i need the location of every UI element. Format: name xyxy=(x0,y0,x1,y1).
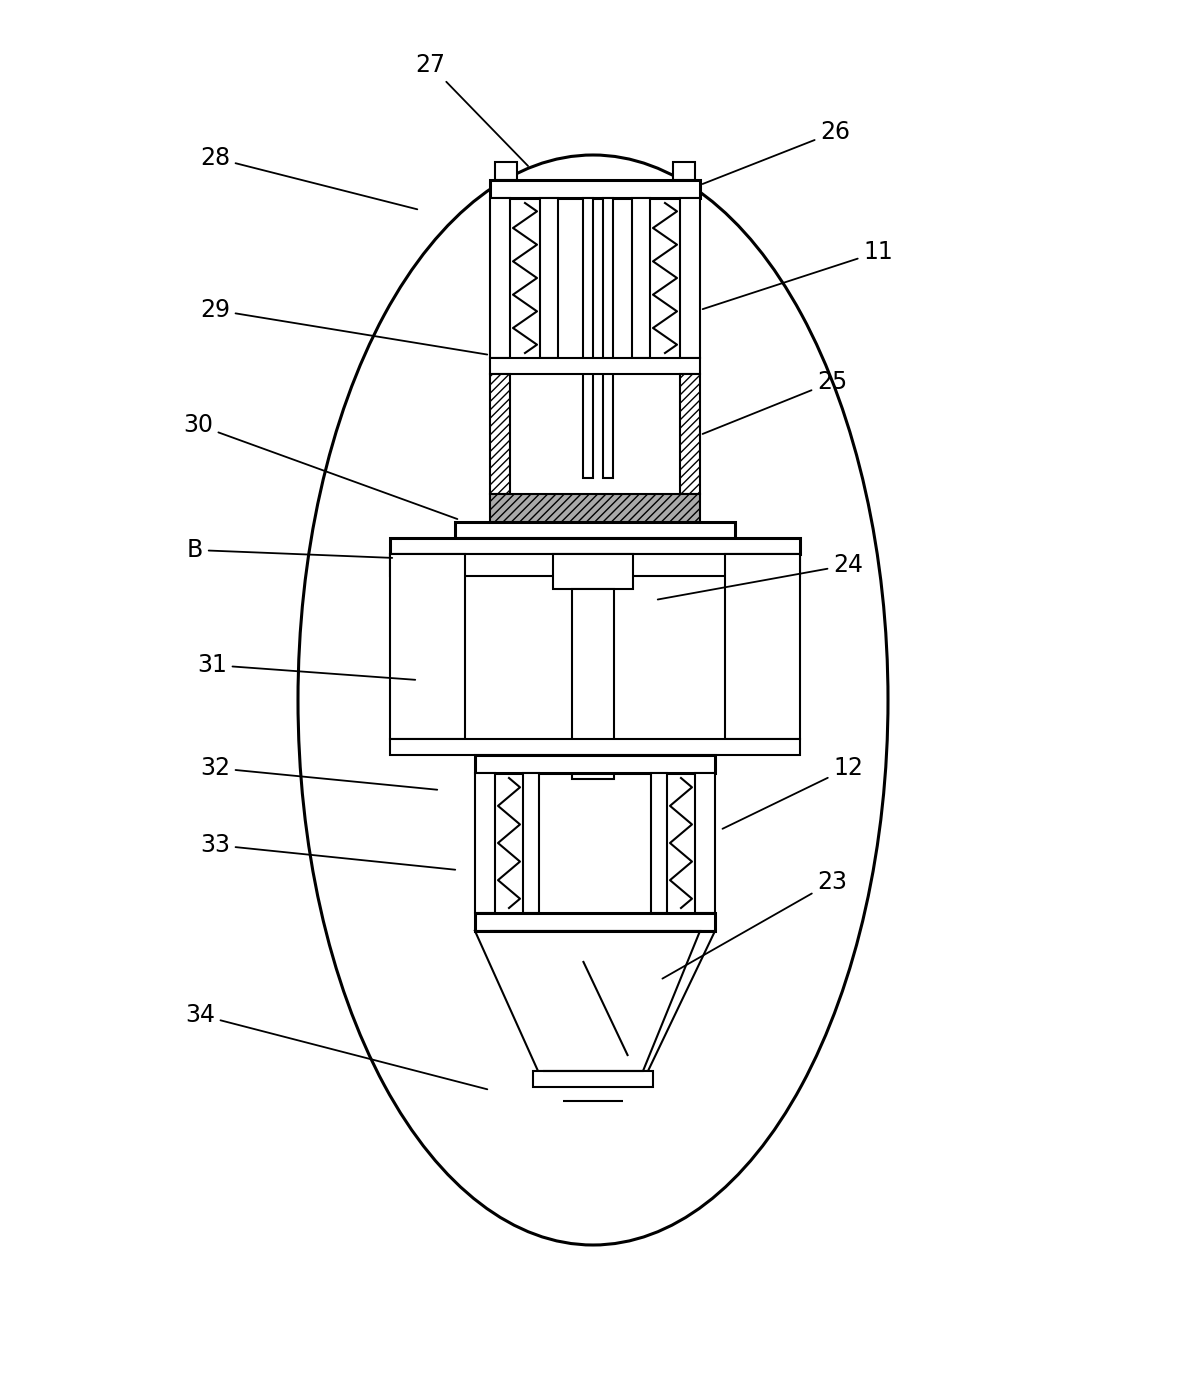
Bar xyxy=(651,773,667,914)
Bar xyxy=(632,198,650,358)
Text: 27: 27 xyxy=(415,53,528,166)
Bar xyxy=(390,554,465,739)
Bar xyxy=(553,554,633,589)
Bar xyxy=(490,180,700,198)
Bar xyxy=(533,1071,653,1088)
Text: 28: 28 xyxy=(200,146,417,209)
Bar xyxy=(390,739,801,755)
Text: 34: 34 xyxy=(185,1003,487,1089)
Text: 12: 12 xyxy=(722,756,863,829)
Bar xyxy=(695,773,715,914)
Text: 24: 24 xyxy=(658,553,863,600)
Bar xyxy=(495,162,517,180)
Text: 11: 11 xyxy=(702,240,893,310)
Bar xyxy=(680,198,700,358)
Bar xyxy=(725,554,801,739)
Bar xyxy=(602,198,613,478)
Bar xyxy=(476,914,715,931)
Bar xyxy=(490,493,700,522)
Bar xyxy=(390,538,801,554)
Bar xyxy=(476,773,495,914)
Text: 32: 32 xyxy=(200,756,438,789)
Text: 29: 29 xyxy=(200,299,487,355)
Text: 30: 30 xyxy=(183,413,458,520)
Bar xyxy=(572,589,614,779)
Text: 26: 26 xyxy=(702,120,850,184)
Text: 31: 31 xyxy=(197,654,415,680)
Bar xyxy=(540,198,557,358)
Bar xyxy=(476,755,715,773)
Bar xyxy=(490,375,510,493)
Bar xyxy=(390,554,801,576)
Bar xyxy=(672,162,695,180)
Bar xyxy=(490,198,510,358)
Text: 33: 33 xyxy=(200,833,455,869)
Text: B: B xyxy=(187,538,393,562)
Text: 23: 23 xyxy=(663,871,847,978)
Text: 25: 25 xyxy=(702,370,847,434)
Bar xyxy=(490,358,700,375)
Bar xyxy=(455,522,735,538)
Bar xyxy=(584,198,593,478)
Bar xyxy=(523,773,538,914)
Bar xyxy=(680,375,700,493)
